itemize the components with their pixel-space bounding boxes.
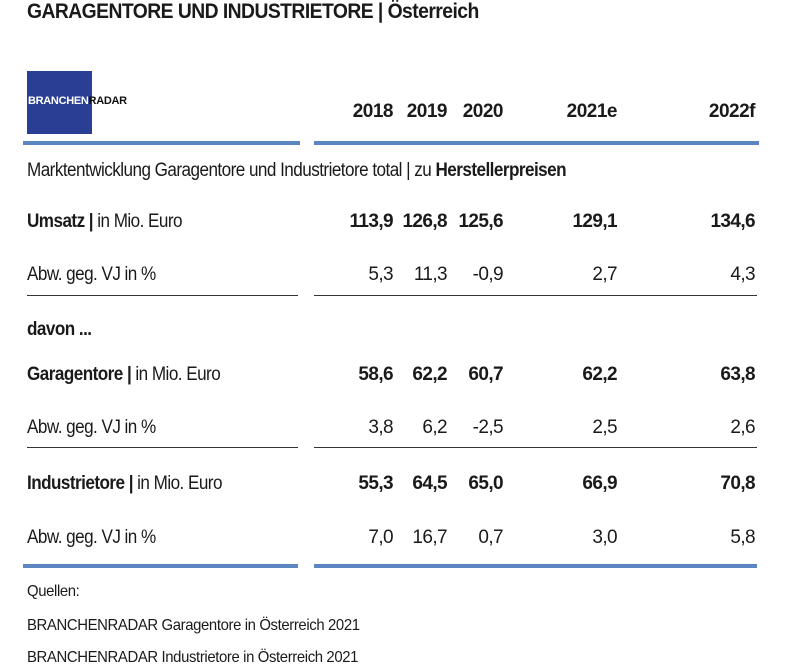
label-bold: Umsatz | bbox=[27, 211, 94, 232]
source-item: BRANCHENRADAR Industrietore in Österreic… bbox=[27, 649, 359, 666]
cell: 65,0 bbox=[468, 473, 503, 494]
cell: 62,2 bbox=[412, 364, 447, 385]
divider-left bbox=[27, 447, 298, 448]
cell: -0,9 bbox=[472, 264, 504, 285]
cell: 64,5 bbox=[412, 473, 447, 494]
cell: -2,5 bbox=[472, 417, 504, 438]
logo-text: BRANCHENRADAR bbox=[28, 95, 127, 107]
row-industrietore-change-label: Abw. geg. VJ in % bbox=[27, 527, 156, 548]
cell: 113,9 bbox=[349, 211, 394, 232]
divider-right bbox=[314, 447, 757, 448]
davon-label: davon ... bbox=[27, 319, 92, 341]
row-garagentore-label: Garagentore | in Mio. Euro bbox=[27, 364, 221, 386]
cell: 70,8 bbox=[720, 473, 755, 494]
cell: 11,3 bbox=[413, 264, 448, 285]
table-subtitle: Marktentwicklung Garagentore und Industr… bbox=[27, 160, 567, 182]
logo-text-part1: BRANCHEN bbox=[28, 95, 89, 107]
row-garagentore-change-label: Abw. geg. VJ in % bbox=[27, 417, 156, 438]
footer-rule-right bbox=[314, 564, 757, 568]
cell: 62,2 bbox=[582, 364, 617, 385]
row-umsatz-label: Umsatz | in Mio. Euro bbox=[27, 211, 183, 233]
cell: 3,8 bbox=[368, 417, 393, 438]
cell: 3,0 bbox=[592, 527, 617, 548]
page-title: GARAGENTORE UND INDUSTRIETORE | Österrei… bbox=[27, 0, 479, 23]
cell: 2,5 bbox=[592, 417, 617, 438]
branchenradar-logo bbox=[27, 71, 92, 134]
source-item: BRANCHENRADAR Garagentore in Österreich … bbox=[27, 617, 360, 634]
divider-right bbox=[314, 295, 757, 296]
label-bold: davon ... bbox=[27, 319, 92, 340]
subtitle-text: Marktentwicklung Garagentore und Industr… bbox=[27, 160, 436, 181]
header-rule-right bbox=[314, 141, 759, 145]
cell: 4,3 bbox=[730, 264, 755, 285]
row-umsatz-change-label: Abw. geg. VJ in % bbox=[27, 264, 156, 285]
cell: 5,3 bbox=[368, 264, 393, 285]
label-bold: Industrietore | bbox=[27, 473, 133, 494]
cell: 7,0 bbox=[368, 527, 393, 548]
footer-rule-left bbox=[23, 564, 298, 568]
cell: 63,8 bbox=[720, 364, 755, 385]
cell: 58,6 bbox=[358, 364, 393, 385]
cell: 60,7 bbox=[468, 364, 503, 385]
year-2021e: 2021e bbox=[566, 101, 618, 122]
year-2018: 2018 bbox=[352, 101, 394, 122]
sources-heading: Quellen: bbox=[27, 583, 80, 600]
cell: 55,3 bbox=[358, 473, 393, 494]
cell: 2,7 bbox=[592, 264, 617, 285]
year-2022f: 2022f bbox=[708, 101, 756, 122]
cell: 134,6 bbox=[710, 211, 755, 232]
cell: 129,1 bbox=[572, 211, 617, 232]
year-2020: 2020 bbox=[462, 101, 504, 122]
label-bold: Garagentore | bbox=[27, 364, 132, 385]
divider-left bbox=[27, 295, 298, 296]
cell: 126,8 bbox=[402, 211, 447, 232]
label-normal: in Mio. Euro bbox=[132, 473, 222, 494]
cell: 6,2 bbox=[422, 417, 447, 438]
logo-text-part2: RADAR bbox=[88, 95, 128, 107]
cell: 5,8 bbox=[730, 527, 755, 548]
cell: 125,6 bbox=[458, 211, 503, 232]
row-industrietore-label: Industrietore | in Mio. Euro bbox=[27, 473, 222, 495]
cell: 2,6 bbox=[730, 417, 755, 438]
label-normal: in Mio. Euro bbox=[93, 211, 183, 232]
subtitle-bold: Herstellerpreisen bbox=[435, 160, 567, 181]
year-2019: 2019 bbox=[406, 101, 448, 122]
cell: 0,7 bbox=[478, 527, 503, 548]
cell: 16,7 bbox=[412, 527, 447, 548]
header-rule-left bbox=[23, 141, 300, 145]
cell: 66,9 bbox=[582, 473, 617, 494]
label-normal: in Mio. Euro bbox=[131, 364, 221, 385]
